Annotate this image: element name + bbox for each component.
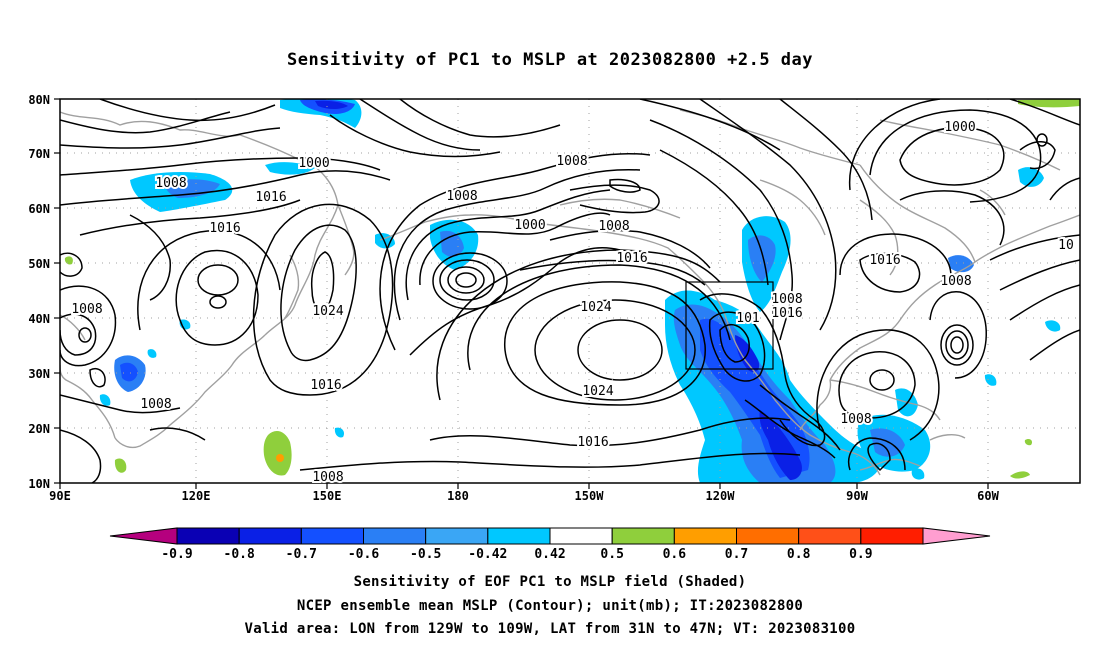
colorbar: -0.9 -0.8 -0.7 -0.6 -0.5 -0.42 0.42 0.5 0.6 0.7 0.… — [109, 527, 991, 562]
contour-label-1000-bering: 1000 — [298, 156, 329, 171]
contour-label-1016-gulf-alaska: 1016 — [616, 251, 647, 266]
contour-label-1016-china: 1016 — [310, 378, 341, 393]
lat-labels: 80N 70N 60N 50N 40N 30N 20N 10N — [28, 93, 50, 491]
colorbar-label: -0.6 — [348, 547, 379, 562]
colorbar-label: -0.42 — [468, 547, 507, 562]
colorbar-box — [798, 527, 862, 545]
contour-label-1016-pacific-south: 1016 — [577, 435, 608, 450]
lat-label-20n: 20N — [28, 422, 50, 436]
caption-line-1: Sensitivity of EOF PC1 to MSLP field (Sh… — [353, 574, 747, 590]
colorbar-box — [611, 527, 675, 545]
colorbar-label: 0.8 — [787, 547, 811, 562]
contour-label-1008-gulf-alaska: 1008 — [598, 219, 629, 234]
lat-label-50n: 50N — [28, 257, 50, 271]
colorbar-label: -0.8 — [224, 547, 255, 562]
contour-label-1016-rockies: 1016 — [771, 306, 802, 321]
colorbar-label: -0.7 — [286, 547, 317, 562]
caption-line-3: Valid area: LON from 129W to 109W, LAT f… — [244, 621, 856, 637]
contour-layer — [60, 99, 1080, 483]
lon-label-120e: 120E — [182, 489, 211, 503]
contour-label-1008-south-asia: 1008 — [140, 397, 171, 412]
lon-label-90w: 90W — [846, 489, 868, 503]
lat-label-60n: 60N — [28, 202, 50, 216]
lon-label-90e: 90E — [49, 489, 71, 503]
contour-label-1000-aleutian: 1000 — [514, 218, 545, 233]
lat-label-10n: 10N — [28, 477, 50, 491]
caption-line-2: NCEP ensemble mean MSLP (Contour); unit(… — [296, 598, 804, 614]
contour-label-1000-arctic: 1000 — [944, 120, 975, 135]
colorbar-label: 0.7 — [725, 547, 748, 562]
colorbar-box — [673, 527, 737, 545]
colorbar-label: 0.5 — [600, 547, 623, 562]
contour-label-1024-pacific-north: 1024 — [580, 300, 611, 315]
colorbar-box — [425, 527, 489, 545]
colorbar-label: 0.9 — [849, 547, 872, 562]
colorbar-box — [176, 527, 240, 545]
contour-label-1024-japan: 1024 — [312, 304, 343, 319]
lon-label-180: 180 — [447, 489, 469, 503]
valid-area-box — [685, 281, 774, 370]
contour-label-1008-atlantic: 1008 — [940, 274, 971, 289]
contour-label-1016-west: 1016 — [209, 221, 240, 236]
lon-labels: 90E 120E 150E 180 150W 120W 90W 60W — [49, 489, 999, 503]
colorbar-box — [736, 527, 800, 545]
lon-label-60w: 60W — [977, 489, 999, 503]
colorbar-box — [300, 527, 365, 545]
plot-title: Sensitivity of PC1 to MSLP at 2023082800… — [286, 50, 813, 70]
contour-label-1016-siberia: 1016 — [255, 190, 286, 205]
lat-label-30n: 30N — [28, 367, 50, 381]
contour-label-10-edge: 10 — [1058, 238, 1074, 253]
contour-label-101-california: 101 — [736, 311, 759, 326]
lon-label-150w: 150W — [575, 489, 605, 503]
colorbar-box — [238, 527, 302, 545]
lat-label-40n: 40N — [28, 312, 50, 326]
lon-label-120w: 120W — [706, 489, 736, 503]
tick-marks — [54, 98, 989, 489]
colorbar-box — [363, 527, 427, 545]
colorbar-label: 0.42 — [534, 547, 565, 562]
colorbar-box — [487, 527, 551, 545]
colorbar-label: -0.9 — [161, 547, 192, 562]
contour-label-1024-pacific-south: 1024 — [582, 384, 613, 399]
contour-label-1008-gulf-mexico: 1008 — [840, 412, 871, 427]
contour-label-1016-canada: 1016 — [869, 253, 900, 268]
lon-label-150e: 150E — [313, 489, 342, 503]
contour-label-1008-kamchatka: 1008 — [446, 189, 477, 204]
map-frame — [59, 98, 1081, 484]
lat-label-70n: 70N — [28, 147, 50, 161]
colorbar-label: -0.5 — [410, 547, 441, 562]
contour-label-1008-siberia: 1008 — [155, 176, 186, 191]
contour-label-1008-pacific-south: 1008 — [312, 470, 343, 485]
colorbar-label: 0.6 — [663, 547, 687, 562]
contour-label-1008-southwest-us: 1008 — [771, 292, 802, 307]
contour-label-1008-alaska: 1008 — [556, 154, 587, 169]
shading-layer — [64, 99, 1080, 483]
colorbar-box — [860, 527, 924, 545]
colorbar-arrow-low — [109, 527, 178, 545]
colorbar-box — [549, 527, 613, 545]
contour-label-1008-west-asia: 1008 — [71, 302, 102, 317]
contour-labels: 1000 1000 1000 1008 1008 1008 1008 1008 … — [69, 118, 1075, 487]
colorbar-arrow-high — [922, 527, 991, 545]
lat-label-80n: 80N — [28, 93, 50, 107]
